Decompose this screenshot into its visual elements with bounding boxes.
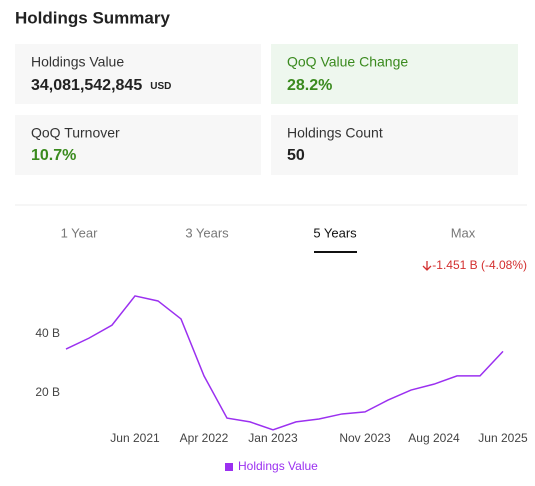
tab[interactable]: 1 Year: [61, 225, 99, 240]
tab[interactable]: 3 Years: [185, 225, 229, 240]
card: [15, 44, 261, 104]
card-label: QoQ Value Change: [287, 54, 408, 70]
tab[interactable]: Max: [451, 225, 476, 240]
card-value: 28.2%: [287, 77, 332, 94]
title: Holdings Summary: [15, 8, 170, 27]
card-value: 10.7%: [31, 147, 76, 164]
card: [271, 115, 518, 175]
x-tick-label: Jun 2021: [110, 431, 160, 445]
card-label: Holdings Count: [287, 125, 383, 141]
x-tick-label: Jan 2023: [248, 431, 298, 445]
line: [65, 295, 504, 431]
x-tick-label: Aug 2024: [408, 431, 460, 445]
legend-swatch: [225, 463, 233, 471]
x-tick-label: Nov 2023: [339, 431, 391, 445]
y-tick-label: 40 B: [35, 326, 60, 340]
legend-label: Holdings Value: [238, 459, 318, 473]
y-tick-label: 20 B: [35, 385, 60, 399]
x-tick-label: Jun 2025: [478, 431, 528, 445]
card-value: 34,081,542,845 USD: [31, 77, 171, 94]
x-tick-label: Apr 2022: [180, 431, 229, 445]
card-value: 50: [287, 147, 305, 164]
change: -1.451 B (-4.08%): [432, 258, 527, 272]
unit: USD: [150, 81, 171, 92]
value: 34,081,542,845: [31, 77, 142, 94]
card: [271, 44, 518, 104]
card-label: QoQ Turnover: [31, 125, 120, 141]
down-arrow: [422, 261, 432, 271]
card-label: Holdings Value: [31, 54, 124, 70]
card: [15, 115, 261, 175]
tab[interactable]: 5 Years: [313, 225, 357, 240]
